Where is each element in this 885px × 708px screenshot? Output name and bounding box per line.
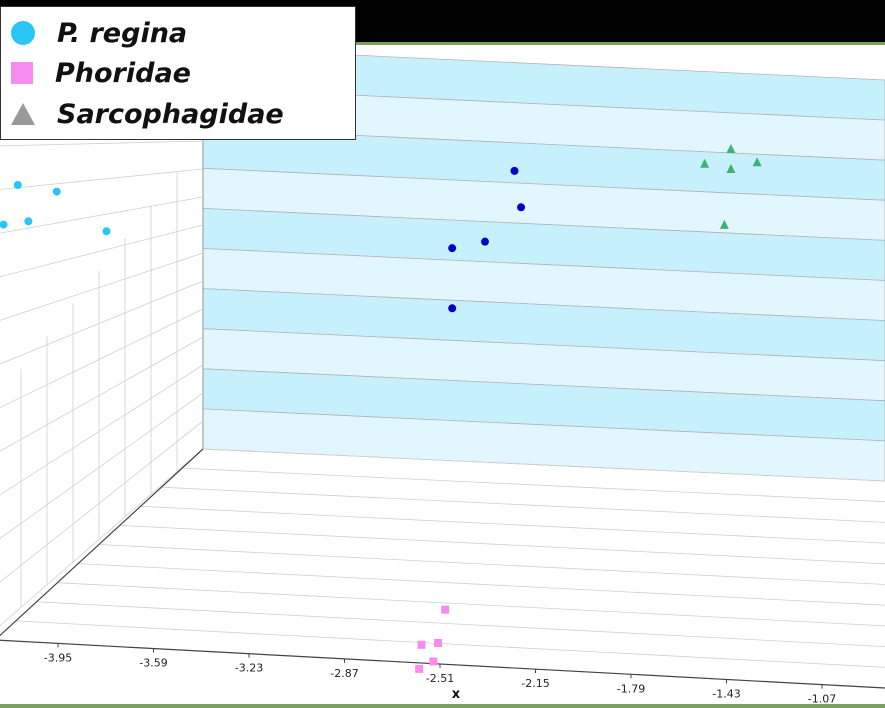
data-point (434, 639, 443, 647)
left-wall-gridline (0, 196, 204, 234)
data-point (726, 164, 736, 174)
left-wall-gridline (0, 140, 204, 147)
left-wall-gridline (0, 420, 204, 583)
left-wall-gridline (0, 336, 204, 452)
x-tick-label: -2.15 (521, 677, 549, 690)
left-wall-gridline (0, 448, 204, 627)
x-tick-label: -2.51 (426, 672, 454, 685)
data-point (102, 227, 111, 236)
data-point (480, 237, 489, 246)
data-point (13, 181, 22, 189)
data-point (510, 166, 519, 175)
legend: P. regina Phoridae Sarcophagidae (0, 6, 356, 140)
x-tick-label: -2.87 (330, 667, 358, 680)
left-wall-gridline (0, 224, 204, 278)
x-axis-label: x (452, 687, 461, 702)
x-tick-label: -3.23 (235, 662, 263, 675)
x-tick-label: -1.07 (808, 693, 836, 706)
legend-label: Phoridae (55, 57, 191, 89)
x-tick-label: -1.79 (617, 682, 645, 695)
legend-marker-triangle (11, 103, 35, 125)
data-point (415, 664, 424, 673)
data-point (0, 220, 8, 229)
legend-label: P. regina (57, 17, 188, 49)
depth-axis-line (0, 448, 204, 637)
left-wall-gridline (0, 308, 204, 409)
left-wall-gridline (0, 364, 204, 496)
floor-gridline (182, 467, 885, 503)
left-wall-gridline (0, 392, 204, 539)
bottom-accent-line (0, 704, 885, 708)
floor-gridline (78, 563, 885, 606)
floor-gridline (36, 601, 885, 647)
left-wall-gridline (0, 280, 204, 365)
floor-gridline (119, 525, 885, 565)
x-tick-label: -3.95 (44, 651, 72, 664)
legend-item-phoridae: Phoridae (11, 55, 191, 91)
top-accent-line (0, 42, 885, 45)
x-tick-label: -3.59 (139, 657, 167, 670)
data-point (719, 219, 729, 229)
floor-gridline (57, 582, 885, 627)
legend-marker-square (11, 62, 33, 84)
data-point (24, 217, 33, 226)
data-point (517, 203, 526, 212)
floor-gridline (140, 505, 885, 544)
legend-label: Sarcophagidae (57, 98, 284, 130)
floor-gridline (15, 620, 885, 668)
left-wall-gridline (0, 168, 204, 190)
data-point (448, 244, 457, 253)
data-point (726, 143, 736, 153)
data-point (441, 605, 450, 614)
data-point (752, 157, 762, 167)
data-point (448, 304, 457, 313)
data-point (429, 657, 438, 666)
floor-gridline (202, 448, 885, 482)
data-point (52, 187, 61, 196)
data-point (417, 640, 426, 649)
x-tick-label: -1.43 (712, 687, 740, 700)
left-wall-gridline (0, 252, 204, 321)
legend-marker-circle (11, 21, 35, 45)
legend-item-p-regina: P. regina (11, 15, 187, 51)
floor-gridline (161, 486, 885, 523)
floor-gridline (98, 544, 885, 585)
data-point (700, 158, 710, 168)
legend-item-sarcophagidae: Sarcophagidae (11, 96, 284, 132)
